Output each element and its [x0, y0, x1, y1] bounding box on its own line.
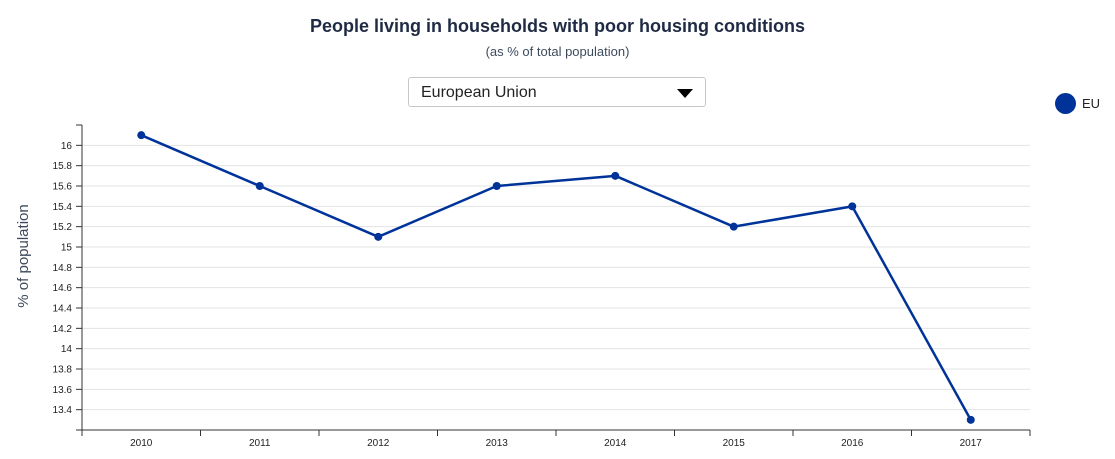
- chart-subtitle: (as % of total population): [485, 44, 630, 59]
- data-point[interactable]: [729, 222, 738, 231]
- legend-marker-icon: [1055, 92, 1076, 114]
- data-point[interactable]: [137, 131, 146, 140]
- country-select[interactable]: European Union: [408, 77, 706, 107]
- x-tick-label: 2012: [367, 438, 390, 449]
- y-tick-label: 14: [61, 344, 73, 355]
- data-point[interactable]: [255, 182, 264, 190]
- y-tick-label: 15: [61, 243, 73, 254]
- gridlines: [82, 144, 1030, 411]
- y-tick-label: 14.8: [53, 263, 73, 274]
- y-tick-label: 13.6: [53, 385, 73, 396]
- data-point[interactable]: [611, 171, 620, 180]
- series-eu: [137, 131, 975, 424]
- chevron-down-icon[interactable]: [677, 89, 693, 98]
- y-tick-label: 15.6: [53, 182, 73, 193]
- y-tick-label: 15.4: [53, 202, 73, 213]
- data-point[interactable]: [374, 232, 383, 241]
- data-point[interactable]: [966, 415, 975, 424]
- country-select-value: European Union: [421, 84, 537, 101]
- data-point[interactable]: [848, 202, 857, 211]
- y-tick-label: 15.8: [53, 161, 73, 172]
- legend-item-eu[interactable]: EU: [1055, 92, 1100, 114]
- y-tick-label: 14.4: [53, 304, 73, 315]
- x-tick-label: 2016: [841, 438, 864, 449]
- y-tick-label: 13.4: [53, 405, 73, 416]
- y-tick-label: 15.2: [53, 222, 73, 233]
- y-tick-label: 13.8: [53, 365, 73, 376]
- axes: [76, 124, 1031, 436]
- y-tick-label: 14.6: [53, 283, 73, 294]
- x-tick-label: 2015: [723, 438, 746, 449]
- chart-title: People living in households with poor ho…: [310, 16, 805, 36]
- x-tick-label: 2010: [130, 438, 153, 449]
- x-tick-label: 2011: [249, 438, 271, 449]
- x-tick-label: 2017: [960, 438, 983, 449]
- y-tick-label: 14.2: [53, 324, 73, 335]
- y-tick-label: 16: [61, 141, 73, 152]
- x-tick-label: 2014: [604, 438, 627, 449]
- x-tick-label: 2013: [486, 438, 509, 449]
- tick-labels: 13.4 13.6 13.8 14 14.2 14.4 14.6 14.8 15 15.2 15.4…: [53, 141, 983, 449]
- data-point[interactable]: [492, 182, 501, 190]
- y-axis-label: % of population: [15, 204, 32, 307]
- series-line: [140, 134, 972, 421]
- legend-label: EU: [1082, 95, 1101, 111]
